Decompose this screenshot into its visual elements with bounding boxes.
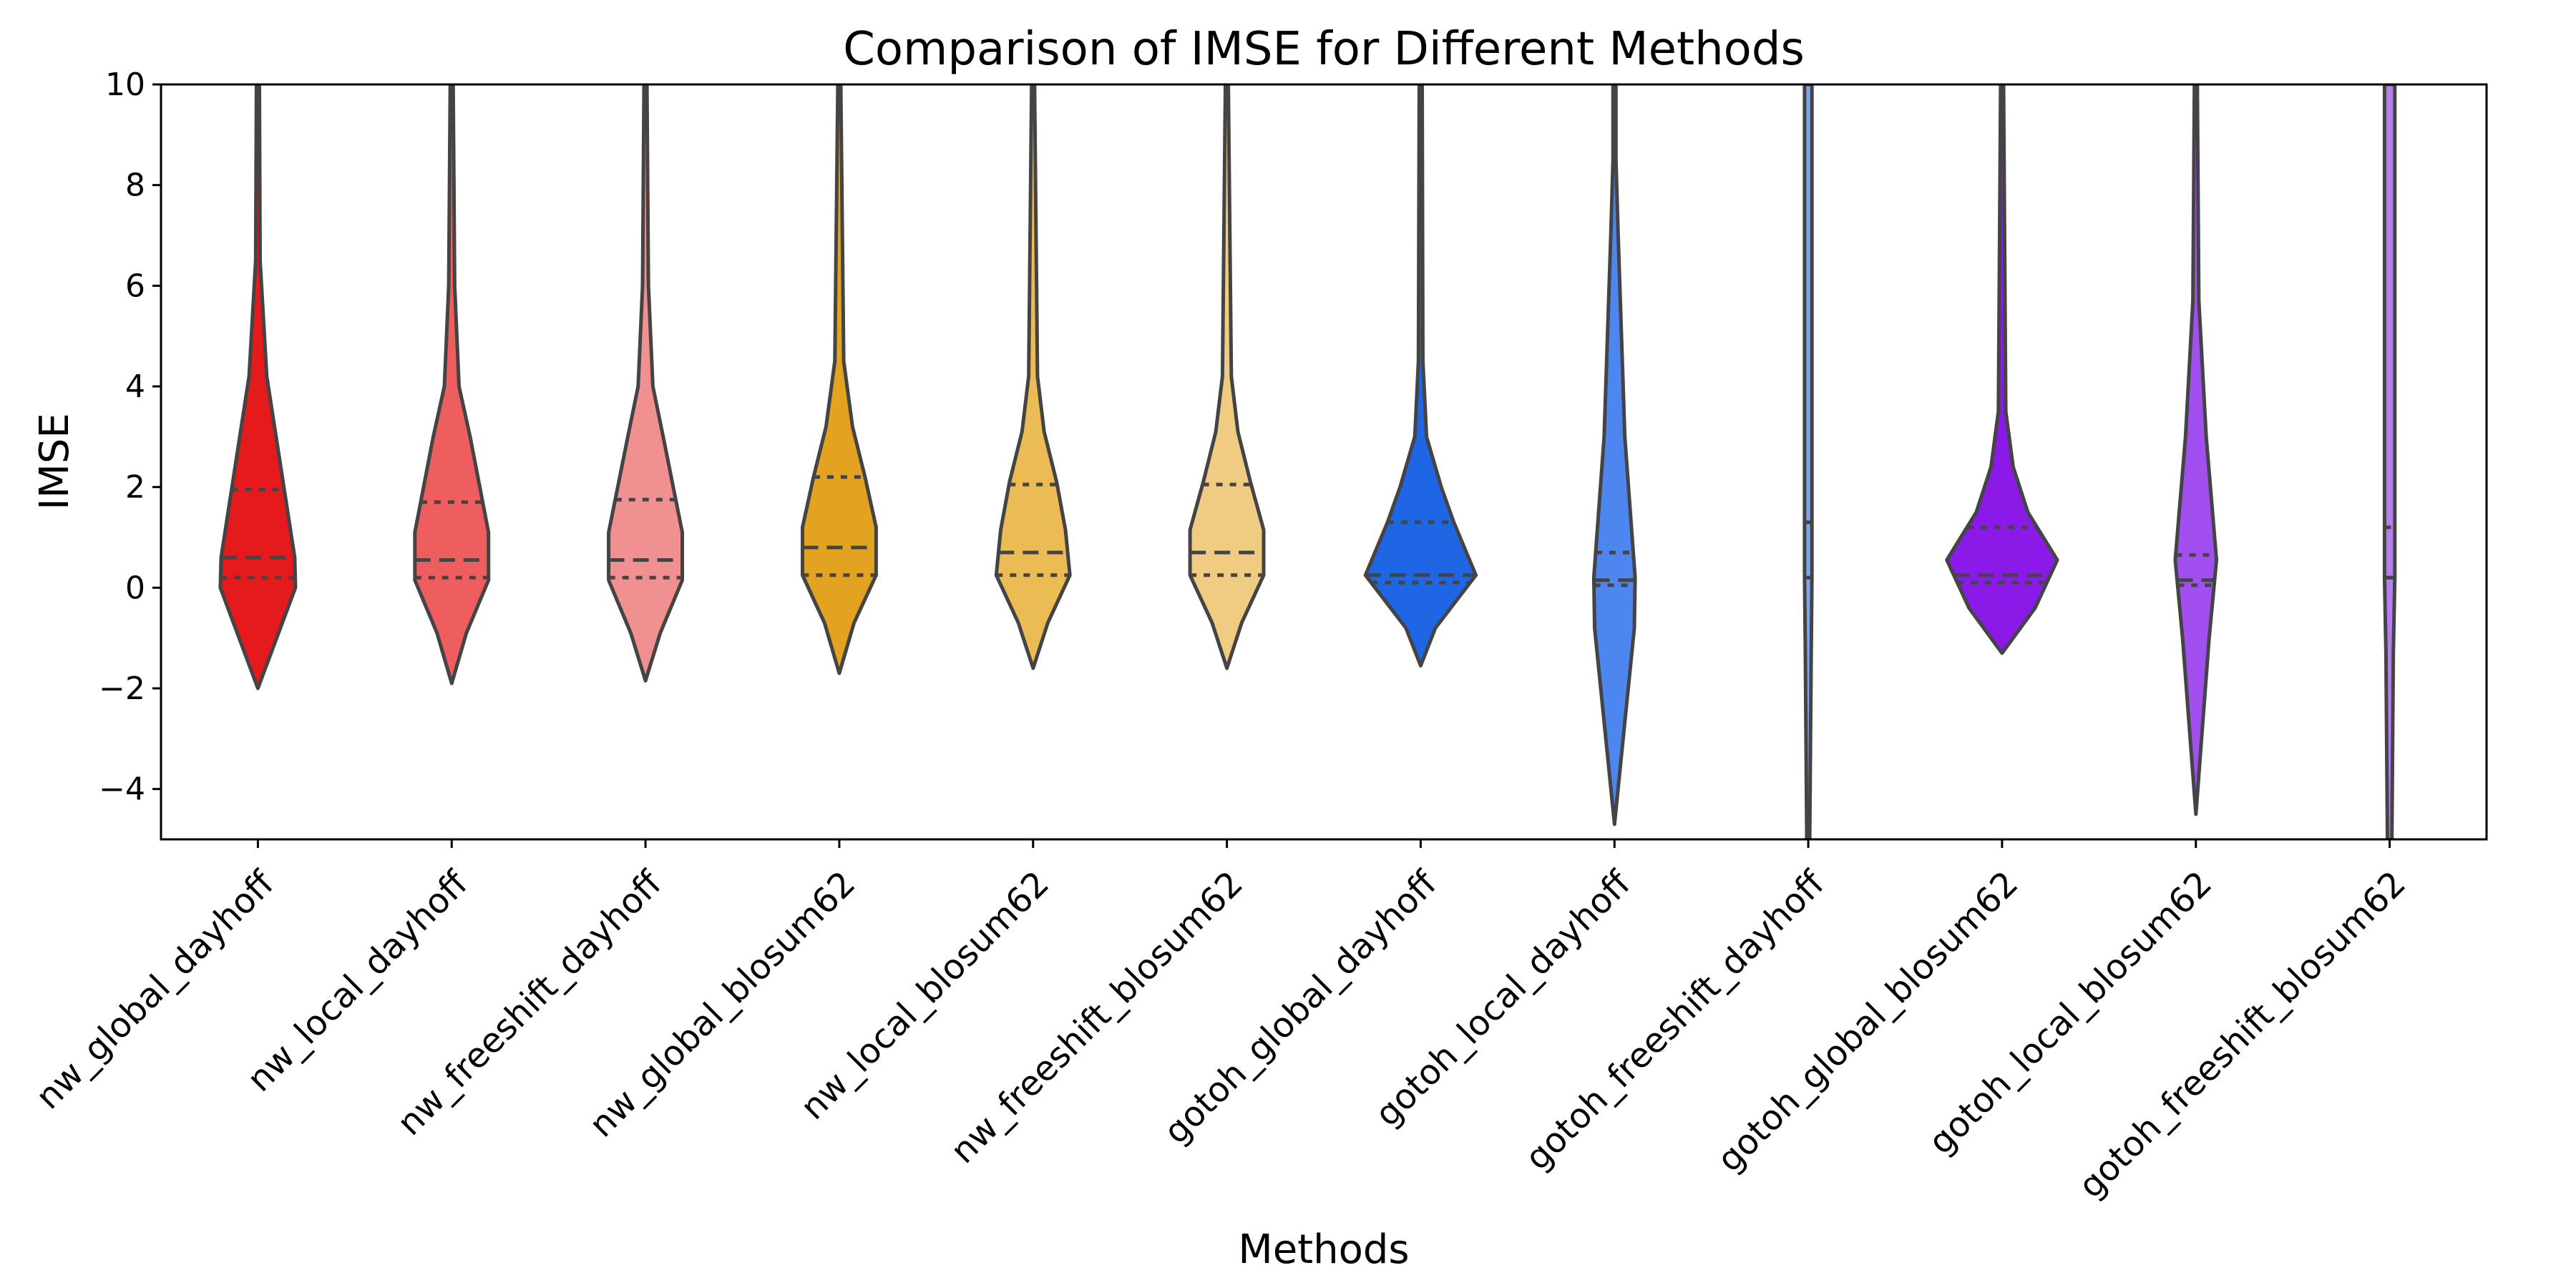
y-tick-label: 4 [125, 369, 145, 405]
violin-nw_freeshift_blosum62 [1188, 84, 1266, 670]
violin-gotoh_global_blosum62 [1945, 84, 2059, 655]
violin-nw_local_dayhoff [413, 84, 491, 686]
y-tick-label: 6 [125, 268, 145, 304]
violins-layer [218, 84, 2397, 839]
y-tick-label: −4 [99, 771, 145, 808]
x-tick-label: nw_global_dayhoff [28, 863, 282, 1117]
violin-gotoh_local_dayhoff [1591, 84, 1637, 826]
y-tick-label: 0 [125, 570, 145, 606]
violin-gotoh_freeshift_blosum62 [2382, 84, 2397, 839]
y-axis: −4 −2 0 2 4 6 8 10 [99, 67, 161, 808]
violin-nw_global_dayhoff [218, 84, 298, 691]
y-tick-label: 2 [125, 469, 145, 506]
violin-nw_freeshift_dayhoff [607, 84, 684, 683]
x-tick-label: gotoh_freeshift_blosum62 [2071, 864, 2414, 1206]
x-axis: nw_global_dayhoffnw_local_dayhoffnw_free… [28, 839, 2414, 1206]
y-tick-label: 10 [105, 67, 145, 103]
violin-nw_global_blosum62 [801, 84, 878, 675]
y-tick-label: −2 [99, 670, 145, 707]
x-axis-label: Methods [1238, 1226, 1409, 1273]
plot-frame [160, 83, 2488, 841]
violin-nw_local_blosum62 [994, 84, 1072, 670]
y-axis-label: IMSE [31, 413, 78, 510]
violin-gotoh_freeshift_dayhoff [1802, 84, 1814, 839]
chart-title: Comparison of IMSE for Different Methods [843, 23, 1805, 76]
violin-gotoh_local_blosum62 [2173, 84, 2219, 816]
y-tick-label: 8 [125, 167, 145, 204]
violin-gotoh_global_dayhoff [1363, 84, 1478, 668]
